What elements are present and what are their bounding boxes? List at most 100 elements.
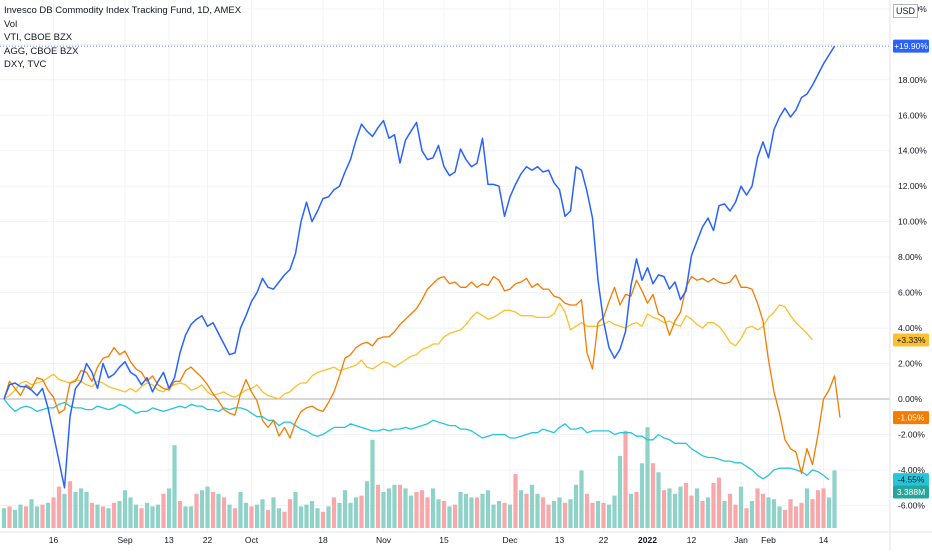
volume-bar (749, 501, 755, 528)
legend-compare-vti[interactable]: VTI, CBOE BZX (4, 32, 73, 43)
volume-bar (29, 499, 34, 528)
legend: Invesco DB Commodity Index Tracking Fund… (4, 4, 241, 72)
volume-bar (513, 474, 518, 528)
x-tick-label: Dec (502, 535, 518, 545)
volume-bar (595, 501, 601, 528)
volume-bar (771, 499, 777, 528)
volume-bar (12, 510, 18, 528)
legend-compare-agg[interactable]: AGG, CBOE BZX (4, 45, 79, 57)
x-tick-label: 22 (203, 535, 213, 545)
volume-bar (100, 506, 106, 528)
y-tick-label: 18.00% (898, 75, 927, 85)
volume-bar (436, 499, 441, 528)
volume-bar (474, 497, 480, 528)
y-tick-label: 16.00% (898, 110, 927, 120)
volume-bar (485, 490, 491, 528)
volume-bar (161, 493, 166, 528)
volume-bar (265, 510, 271, 528)
volume-bar (601, 502, 606, 528)
volume-bar (705, 497, 711, 528)
series-line-dbc (3, 45, 836, 489)
volume-bar (507, 504, 513, 528)
volume-bar (320, 511, 326, 528)
last-value-label-dxy-bg (893, 473, 929, 487)
volume-bar (381, 492, 386, 528)
volume-bar (711, 483, 716, 528)
y-tick-label: -6.00% (898, 500, 925, 510)
x-tick-label: 13 (555, 535, 565, 545)
volume-bar (188, 506, 194, 528)
volume-bar (205, 486, 210, 528)
volume-bar (782, 510, 788, 528)
volume-bar (260, 499, 265, 528)
volume-bar (496, 501, 502, 528)
volume-bar (117, 501, 122, 528)
volume-bar (18, 504, 23, 528)
y-tick-label: 0.00% (898, 394, 923, 404)
last-value-label-agg-bg (893, 333, 929, 347)
volume-bar (689, 495, 694, 528)
volume-bar (337, 502, 342, 528)
volume-bar (7, 506, 12, 528)
volume-bar (150, 506, 155, 528)
volume-bar (62, 493, 67, 528)
volume-bar (177, 501, 183, 528)
x-tick-label: Nov (376, 535, 392, 545)
volume-bar (733, 504, 738, 528)
series-lines (3, 45, 841, 489)
volume-bar (353, 497, 359, 528)
series-line-agg (3, 302, 813, 400)
last-value-label-agg: +3.33% (896, 335, 926, 345)
volume-bar (793, 506, 799, 528)
volume-bar (232, 508, 238, 528)
y-tick-label: 10.00% (898, 217, 927, 227)
currency-button[interactable]: USD (892, 4, 918, 18)
volume-bar (144, 502, 150, 528)
volume-bar (821, 488, 826, 528)
volume-bar (639, 463, 645, 528)
volume-bar (122, 490, 128, 528)
volume-bar (452, 504, 458, 528)
volume-bar (155, 504, 161, 528)
volume-bar (238, 492, 243, 528)
volume-bar (73, 492, 78, 528)
volume-bar (826, 497, 832, 528)
volume-bar (518, 490, 524, 528)
x-tick-label: 13 (164, 535, 174, 545)
grid (0, 0, 890, 532)
volume-bar (447, 506, 452, 528)
volume-bar (111, 502, 117, 528)
volume-bar (557, 497, 562, 528)
volume-bar (67, 481, 73, 528)
volume-bar (810, 499, 815, 528)
volume-bar (254, 504, 260, 528)
volume-bar (755, 488, 760, 528)
price-labels: +19.90% -1.05% +3.33% -4.55% 3.388M (893, 39, 929, 499)
volume-bar (194, 493, 199, 528)
y-tick-label: 12.00% (898, 181, 927, 191)
volume-bar (298, 506, 304, 528)
volume-bar (370, 439, 375, 528)
volume-bar (645, 427, 650, 528)
last-volume-label: 3.388M (897, 487, 925, 497)
volume-bar (326, 506, 331, 528)
series-line-vti (3, 274, 841, 475)
volume-bars (1, 427, 837, 528)
volume-bar (342, 490, 348, 528)
volume-bar (78, 488, 84, 528)
y-tick-label: -4.00% (898, 465, 925, 475)
volume-bar (309, 501, 315, 528)
volume-bar (683, 483, 689, 528)
volume-bar (694, 488, 700, 528)
volume-bar (419, 490, 425, 528)
x-tick-label: Feb (761, 535, 776, 545)
legend-compare-dxy[interactable]: DXY, TVC (4, 59, 47, 70)
legend-main-series[interactable]: Invesco DB Commodity Index Tracking Fund… (4, 5, 242, 16)
last-value-label-dbc-bg (893, 39, 929, 53)
volume-bar (678, 486, 683, 528)
legend-volume[interactable]: Vol (4, 18, 18, 30)
volume-bar (546, 504, 551, 528)
volume-bar (364, 481, 370, 528)
volume-bar (529, 484, 535, 528)
